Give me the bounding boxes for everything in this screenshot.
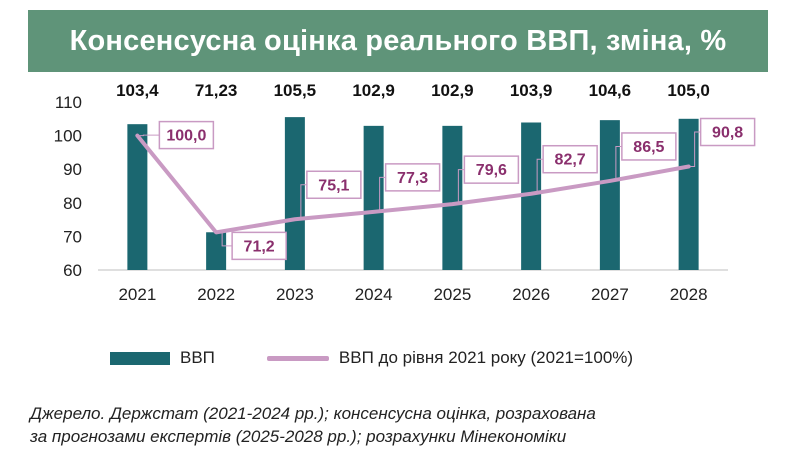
line-value-label-2027: 86,5 xyxy=(633,139,664,156)
bar-2022 xyxy=(206,232,227,270)
line-label-connector-2028 xyxy=(688,131,701,168)
line-label-connector-2021 xyxy=(137,134,160,137)
line-label-connector-2025 xyxy=(452,169,465,205)
line-label-box-2028 xyxy=(699,117,756,147)
y-tick-label-70: 70 xyxy=(63,227,82,246)
line-value-label-2024: 77,3 xyxy=(397,170,428,187)
line-value-label-2025: 79,6 xyxy=(476,162,507,179)
bar-2027 xyxy=(599,120,620,270)
line-label-box-2021 xyxy=(158,120,215,150)
bar-2024 xyxy=(363,125,384,270)
legend-item-gdp-index: ВВП до рівня 2021 року (2021=100%) xyxy=(266,348,634,368)
y-tick-label-80: 80 xyxy=(63,194,82,213)
line-label-connector-2023 xyxy=(294,184,307,220)
line-value-label-2026: 82,7 xyxy=(555,152,586,169)
chart-legend: ВВП ВВП до рівня 2021 року (2021=100%) xyxy=(110,343,633,373)
bar-value-label-2023: 105,5 xyxy=(274,81,317,100)
line-value-label-2023: 75,1 xyxy=(318,177,349,194)
y-tick-label-90: 90 xyxy=(63,160,82,179)
y-tick-label-60: 60 xyxy=(63,261,82,280)
x-tick-label-2024: 2024 xyxy=(355,285,393,304)
x-tick-label-2026: 2026 xyxy=(512,285,550,304)
bar-value-label-2027: 104,6 xyxy=(589,81,632,100)
line-label-connector-2026 xyxy=(531,158,544,195)
legend-label-gdp: ВВП xyxy=(180,348,215,367)
bar-value-label-2024: 102,9 xyxy=(352,81,395,100)
bar-2023 xyxy=(284,117,305,271)
y-tick-label-110: 110 xyxy=(55,93,82,112)
legend-swatch-line xyxy=(266,355,329,361)
x-tick-label-2027: 2027 xyxy=(591,285,629,304)
bar-2028 xyxy=(678,118,699,270)
bar-value-label-2028: 105,0 xyxy=(667,81,710,100)
gdp-chart: 60 70 80 90 100 110 103,4 2021 71,23 2022 105,5 202… xyxy=(54,81,756,304)
line-label-box-2025 xyxy=(463,155,520,184)
bar-value-label-2022: 71,23 xyxy=(195,81,238,100)
line-label-box-2023 xyxy=(306,170,362,200)
legend-item-gdp: ВВП xyxy=(110,348,215,368)
line-label-connector-2024 xyxy=(373,176,386,213)
x-tick-label-2021: 2021 xyxy=(118,285,156,304)
line-series-gdp-index xyxy=(135,133,691,235)
x-tick-label-2022: 2022 xyxy=(197,285,235,304)
chart-title: Консенсусна оцінка реального ВВП, зміна,… xyxy=(69,24,727,57)
bar-2025 xyxy=(442,125,463,270)
line-label-box-2022 xyxy=(231,231,287,261)
y-tick-label-100: 100 xyxy=(54,127,82,146)
x-tick-label-2025: 2025 xyxy=(433,285,471,304)
x-tick-label-2023: 2023 xyxy=(276,285,314,304)
bar-2026 xyxy=(521,122,542,270)
line-label-box-2024 xyxy=(384,163,441,192)
source-line-1: Джерело. Держстат (2021-2024 рр.); консе… xyxy=(30,404,596,423)
bar-value-label-2021: 103,4 xyxy=(116,81,159,100)
line-label-box-2026 xyxy=(542,144,598,174)
line-label-connector-2027 xyxy=(609,145,622,182)
legend-swatch-bar xyxy=(110,351,170,365)
line-label-connector-2022 xyxy=(216,231,233,247)
source-note: Джерело. Держстат (2021-2024 рр.); консе… xyxy=(30,402,770,448)
line-value-label-2022: 71,2 xyxy=(244,238,275,255)
bar-2021 xyxy=(127,124,148,271)
line-value-label-2028: 90,8 xyxy=(712,125,743,142)
legend-label-gdp-index: ВВП до рівня 2021 року (2021=100%) xyxy=(338,348,634,367)
source-line-2: за прогнозами експертів (2025-2028 рр.);… xyxy=(30,427,567,446)
line-value-label-2021: 100,0 xyxy=(166,128,206,145)
chart-title-bar: Консенсусна оцінка реального ВВП, зміна,… xyxy=(28,10,768,72)
line-label-box-2027 xyxy=(621,132,677,161)
bar-value-label-2026: 103,9 xyxy=(510,81,553,100)
bar-value-label-2025: 102,9 xyxy=(431,81,474,100)
x-tick-label-2028: 2028 xyxy=(670,285,708,304)
